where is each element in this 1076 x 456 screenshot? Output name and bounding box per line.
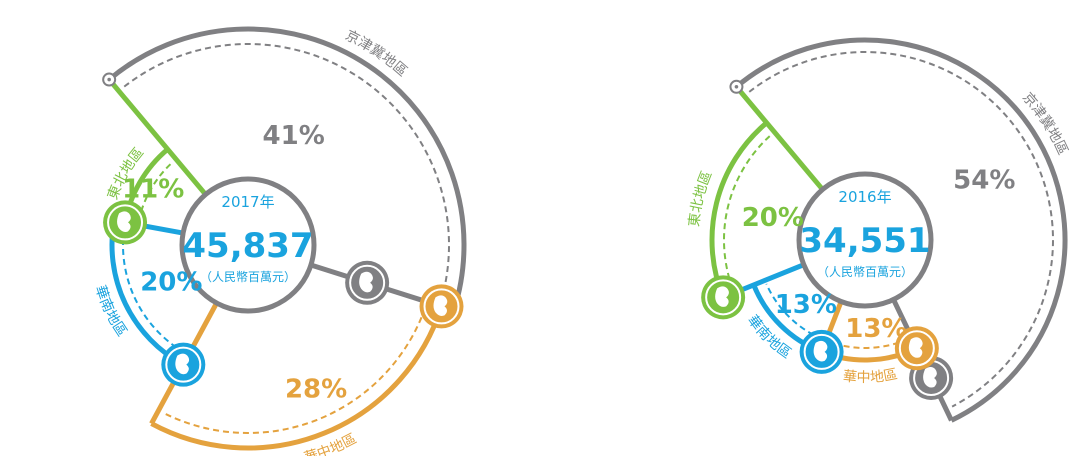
region-icons bbox=[701, 275, 954, 400]
chart-2017: 2017年 45,837 （人民幣百萬元） 41% 28% 20% 11% 京津… bbox=[92, 26, 467, 456]
spoke-line bbox=[734, 85, 825, 192]
spoke-line bbox=[107, 77, 208, 197]
slice-arc-jingjinji bbox=[734, 37, 1068, 423]
pct-labels: 54% 13% 13% 20% bbox=[742, 166, 1016, 344]
dashed-arc-huanan bbox=[122, 226, 186, 354]
pct-label-jingjinji: 54% bbox=[953, 166, 1015, 196]
dashed-arc-dongbei bbox=[723, 134, 772, 289]
pct-label-jingjinji: 41% bbox=[263, 121, 325, 151]
unit-label: （人民幣百萬元） bbox=[200, 270, 296, 284]
center-ring bbox=[179, 176, 317, 314]
end-cap-icon bbox=[102, 72, 117, 87]
arc-end-cap-dot bbox=[107, 77, 111, 82]
region-label-huazhong: 華中地區 bbox=[842, 366, 899, 386]
total-value: 45,837 bbox=[182, 226, 313, 266]
dashed-arc-jingjinji bbox=[748, 50, 1055, 408]
region-map-icon bbox=[345, 260, 390, 305]
pct-label-huanan: 20% bbox=[140, 268, 202, 298]
dashed-arc-huanan bbox=[765, 283, 823, 341]
year-label: 2017年 bbox=[221, 193, 274, 211]
year-label: 2016年 bbox=[838, 188, 891, 206]
region-map-icon bbox=[701, 275, 746, 320]
region-map-icon bbox=[894, 326, 939, 371]
slice-arc-huazhong bbox=[150, 305, 444, 451]
total-value: 34,551 bbox=[799, 221, 930, 261]
region-map-icon bbox=[161, 342, 206, 387]
pct-labels: 41% 28% 20% 11% bbox=[122, 121, 347, 405]
pct-label-huazhong: 28% bbox=[285, 375, 347, 405]
unit-label: （人民幣百萬元） bbox=[817, 265, 913, 279]
region-map-icon bbox=[419, 284, 464, 329]
arc-end-cap-dot bbox=[734, 84, 739, 89]
pct-label-dongbei: 20% bbox=[742, 203, 804, 233]
pct-label-huanan: 13% bbox=[775, 290, 837, 320]
slice-arc-jingjinji bbox=[107, 26, 467, 312]
region-map-icon bbox=[103, 200, 148, 245]
chart-2016: 2016年 34,551 （人民幣百萬元） 54% 13% 13% 20% 京津… bbox=[686, 37, 1071, 423]
region-map-icon bbox=[799, 329, 844, 374]
region-label-huazhong: 華中地區 bbox=[302, 431, 359, 456]
slice-arc-huanan bbox=[109, 219, 185, 367]
end-cap-icon bbox=[729, 79, 744, 94]
region-icons bbox=[103, 200, 464, 387]
slice-arc-dongbei bbox=[709, 120, 769, 299]
region-label-huanan: 華南地區 bbox=[92, 283, 130, 339]
center-ring bbox=[796, 171, 934, 309]
dashed-arc-jingjinji bbox=[123, 43, 450, 300]
pct-label-dongbei: 11% bbox=[122, 175, 184, 205]
dashed-arc-huazhong bbox=[163, 307, 427, 434]
